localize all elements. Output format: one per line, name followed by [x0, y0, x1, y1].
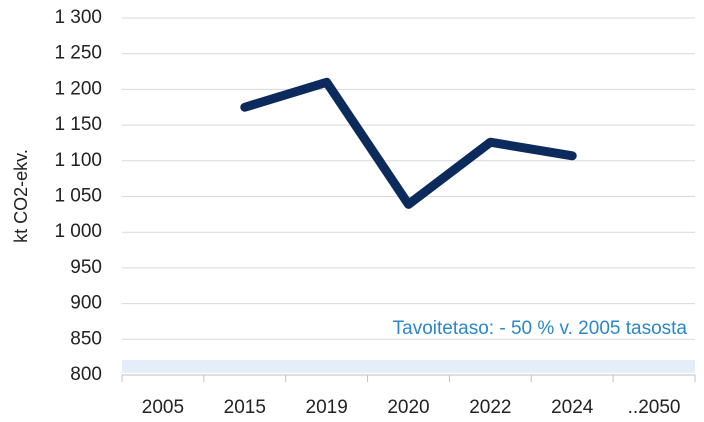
y-tick-label: 950	[70, 257, 102, 278]
x-tick-label: 2019	[306, 397, 348, 418]
x-tick-label: 2020	[387, 397, 429, 418]
y-tick-label: 1 300	[54, 7, 102, 28]
y-tick-label: 1 150	[54, 114, 102, 135]
y-tick-label: 1 200	[54, 78, 102, 99]
x-tick-label: 2005	[142, 397, 184, 418]
y-tick-label: 900	[70, 293, 102, 314]
y-tick-label: 1 050	[54, 186, 102, 207]
target-band	[122, 360, 695, 373]
y-tick-label: 1 100	[54, 150, 102, 171]
y-tick-label: 850	[70, 328, 102, 349]
x-tick-label: 2024	[551, 397, 594, 418]
x-tick-label: ..2050	[628, 397, 681, 418]
series-line	[240, 77, 577, 209]
y-axis-label: kt CO2-ekv.	[11, 149, 31, 243]
y-tick-label: 800	[70, 364, 102, 385]
annotation: Tavoitetaso: - 50 % v. 2005 tasosta	[393, 318, 688, 339]
y-tick-label: 1 250	[54, 43, 102, 64]
y-tick-label: 1 000	[54, 221, 102, 242]
x-tick-label: 2015	[224, 397, 266, 418]
x-tick-label: 2022	[469, 397, 511, 418]
